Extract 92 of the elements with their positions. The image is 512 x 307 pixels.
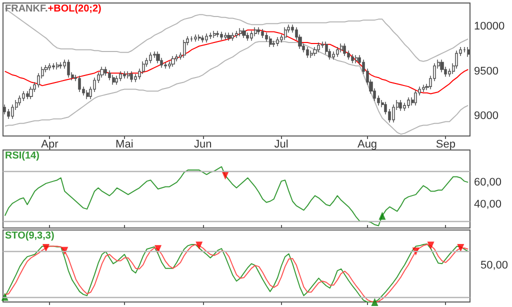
candlestick — [171, 56, 175, 68]
candlestick — [183, 39, 186, 58]
candlestick — [52, 62, 55, 70]
candlestick — [392, 104, 395, 123]
candlestick — [242, 28, 246, 38]
candlestick — [78, 75, 81, 92]
candlestick — [123, 70, 126, 79]
candlestick — [194, 34, 197, 42]
candlestick — [18, 95, 21, 106]
candlestick — [201, 34, 204, 43]
x-tick-label: Aug — [357, 138, 378, 150]
line-series — [4, 29, 469, 94]
candlestick — [272, 40, 275, 48]
candlestick — [284, 26, 287, 40]
candlestick — [250, 30, 253, 42]
series-label: STO(9,3,3) — [5, 230, 54, 242]
candlestick — [119, 70, 122, 82]
candlestick — [231, 32, 234, 42]
candlestick — [115, 75, 118, 86]
candlestick — [149, 52, 152, 64]
y-tick-label: 9500 — [474, 65, 498, 78]
point — [154, 245, 162, 254]
candlestick — [56, 62, 59, 70]
candlestick — [205, 33, 208, 43]
candlestick — [127, 70, 130, 79]
candlestick — [11, 104, 14, 120]
candlestick — [86, 90, 89, 100]
candlestick — [440, 59, 444, 73]
candlestick — [239, 28, 242, 37]
candlestick — [29, 86, 33, 100]
candlestick — [198, 34, 201, 42]
candlestick — [156, 51, 160, 64]
candlestick — [336, 46, 339, 58]
candlestick — [48, 62, 51, 71]
candlestick — [130, 70, 133, 82]
candlestick — [227, 32, 231, 42]
candlestick — [276, 36, 279, 47]
candlestick — [399, 100, 402, 112]
point — [196, 242, 203, 250]
point — [427, 242, 434, 250]
candlestick — [463, 46, 466, 53]
candlestick — [313, 46, 317, 56]
candlestick — [7, 108, 10, 120]
chart-title: FRANKF. — [5, 4, 48, 14]
point — [371, 298, 378, 306]
y-tick-label: 10000 — [474, 20, 505, 32]
candlestick — [332, 51, 335, 60]
candlestick — [351, 54, 354, 64]
candlestick — [112, 74, 115, 86]
candlestick — [261, 28, 264, 38]
candlestick — [216, 30, 219, 38]
x-tick-label: Mai — [116, 138, 134, 150]
candlestick — [235, 30, 238, 38]
y-tick-label: 40,00 — [474, 198, 502, 211]
line-series — [4, 166, 469, 226]
candlestick — [26, 90, 29, 100]
line-series — [4, 41, 469, 135]
y-tick-label: 60,00 — [474, 176, 502, 188]
candlestick — [220, 31, 223, 40]
x-tick-label: Sep — [436, 138, 456, 150]
candlestick — [257, 26, 260, 35]
text: 50,00 — [480, 260, 508, 272]
candlestick — [67, 59, 70, 78]
x-tick-label: Jul — [274, 138, 288, 150]
candlestick — [422, 84, 425, 92]
text: RSI(14) — [5, 150, 40, 162]
candlestick — [104, 66, 107, 76]
candlestick — [213, 30, 216, 38]
candlestick — [317, 42, 320, 53]
x-tick-label: Jun — [194, 138, 212, 150]
point — [42, 244, 50, 252]
candlestick — [306, 46, 309, 58]
candlestick — [108, 70, 111, 81]
candlestick — [340, 43, 343, 53]
candlestick — [209, 32, 212, 40]
candlestick — [343, 43, 346, 56]
candlestick — [190, 36, 193, 42]
candlestick — [22, 90, 25, 102]
x-tick-label: Apr — [41, 138, 59, 150]
candlestick — [310, 50, 313, 58]
candlestick — [414, 90, 417, 106]
candlestick — [224, 32, 227, 40]
candlestick — [164, 62, 167, 69]
candlestick — [254, 26, 257, 37]
candlestick — [269, 36, 272, 48]
candlestick — [246, 32, 249, 42]
point — [457, 244, 464, 252]
text: +BOL(20;2) — [48, 4, 102, 14]
candlestick — [407, 96, 410, 109]
candlestick — [59, 62, 62, 69]
y-tick-label: 9000 — [474, 110, 498, 122]
candlestick — [355, 54, 358, 64]
